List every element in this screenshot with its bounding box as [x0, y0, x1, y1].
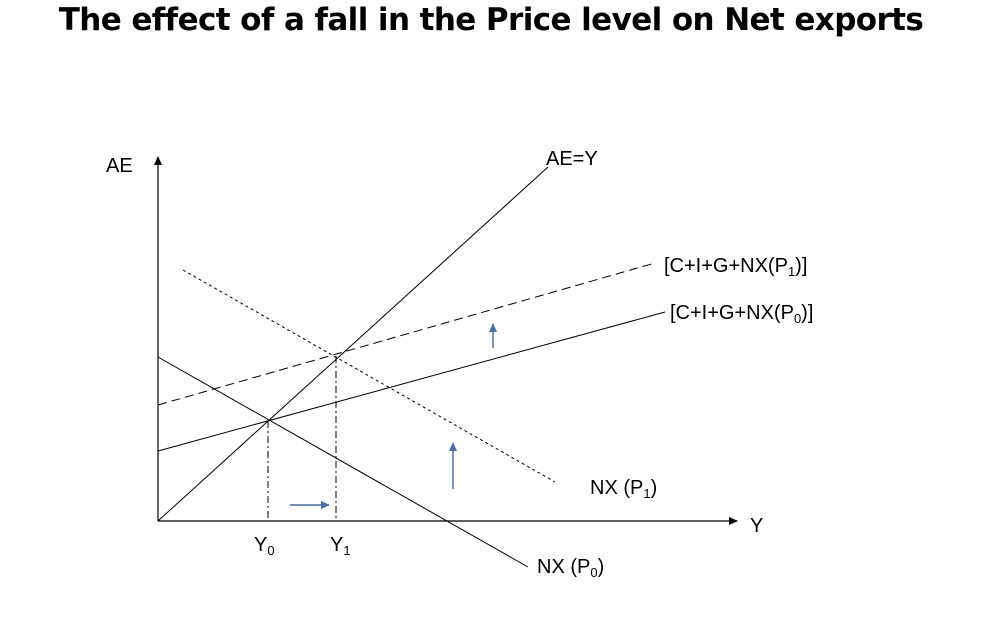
- x-axis-label: Y: [750, 515, 763, 537]
- ae-p1-line: [157, 262, 656, 406]
- page-title: The effect of a fall in the Price level …: [58, 2, 924, 38]
- ae-equals-y-label: AE=Y: [546, 148, 598, 170]
- ae-p0-line: [157, 311, 666, 452]
- nx-p1-line: [182, 269, 556, 483]
- ae-p0-label: [C+I+G+NX(P0)]: [670, 302, 813, 326]
- ae-equals-y-line: [157, 166, 549, 522]
- y1-label: Y1: [330, 534, 351, 558]
- y0-label: Y0: [254, 534, 275, 558]
- nx-p0-line: [157, 356, 529, 568]
- nx-p0-label: NX (P0): [537, 556, 604, 580]
- y-axis-label: AE: [106, 155, 133, 177]
- ae-p1-label: [C+I+G+NX(P1)]: [664, 255, 807, 279]
- nx-p1-label: NX (P1): [590, 477, 657, 501]
